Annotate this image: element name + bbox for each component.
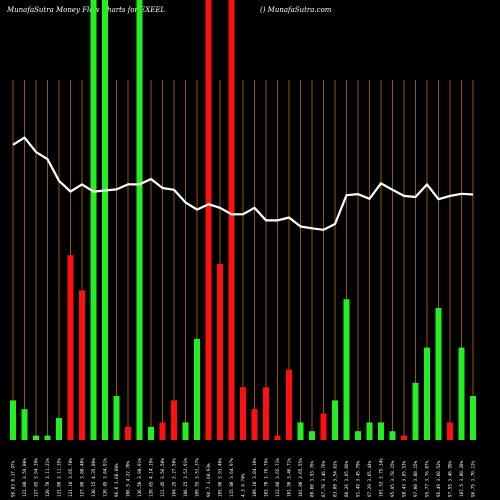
flow-bar (228, 0, 235, 440)
x-tick-label: 83.88 3.54.62% (333, 460, 339, 497)
flow-bar (412, 382, 419, 440)
x-tick-label: 109.10 3.84.10% (252, 458, 258, 497)
x-tick-label: 87.70 3.46.76% (321, 460, 327, 497)
x-tick-label: 97.00 3.88.15% (413, 460, 419, 497)
flow-bar (79, 290, 85, 440)
chart-title: MunafaSutra Money Flow Charts for EXEEL (7, 6, 166, 14)
flow-bar (309, 431, 315, 440)
x-tick-labels: 96.83 0.17.97% 121.00 3.59.00% 127.65 3.94… (11, 458, 477, 497)
x-tick-label: 95.95 3.78.15% (390, 460, 396, 497)
x-tick-label: 96.75 3.70.12% (471, 460, 477, 497)
x-tick-label: 96.7 3.68.93% (206, 463, 212, 497)
x-tick-label: 91.49 3.45.79% (356, 460, 362, 497)
x-tick-label: 101.80 3.65.55% (298, 458, 304, 497)
flow-bar (21, 409, 28, 440)
x-tick-label: 120.65 4.14.19% (149, 458, 155, 497)
bars (10, 0, 476, 440)
flow-bar (355, 431, 361, 440)
flow-bar (56, 418, 62, 440)
x-tick-label: 127.65 3.94.39% (34, 458, 40, 497)
x-tick-label: 101.50 3.46.71% (287, 458, 293, 497)
flow-bar (182, 422, 189, 440)
x-tick-label: 127.00 3.88.40% (80, 458, 86, 497)
x-tick-label: 97.29 3.65.44% (367, 460, 373, 497)
x-tick-label: 121.10 3.65.78% (68, 458, 74, 497)
flow-bar (263, 387, 269, 440)
x-tick-label: 121.00 3.11.35% (57, 458, 63, 497)
flow-bar (205, 0, 212, 440)
x-tick-label: 106.5 4.22.70% (126, 460, 132, 497)
flow-bar (320, 413, 327, 440)
flow-bar (113, 396, 120, 440)
x-tick-label: 96.49 3.60.52% (436, 460, 442, 497)
flow-bar (389, 431, 396, 440)
x-tick-label: 101.53 3.75.34% (379, 458, 385, 497)
flow-bar (217, 264, 223, 440)
flow-bar (447, 422, 453, 440)
flow-bar (159, 422, 166, 440)
flow-bar (470, 396, 476, 440)
x-tick-label: 97.55 3.46.99% (448, 460, 454, 497)
flow-bar (366, 422, 373, 440)
x-tick-label: 95.77 3.76.07% (425, 460, 431, 497)
x-tick-label: 96.83 0.17.97% (11, 460, 17, 497)
flow-bar (136, 0, 143, 440)
flow-bar (286, 369, 292, 440)
x-tick-label: 120.70 3.11.21% (45, 458, 51, 497)
flow-bar (240, 387, 246, 440)
flow-bar (10, 400, 16, 440)
price-line (12, 136, 474, 231)
flow-bar (44, 435, 51, 440)
flow-bar (401, 435, 407, 440)
flow-bar (274, 435, 281, 440)
x-tick-label: 107.5 3.80.28% (459, 460, 465, 497)
flow-bar (378, 422, 384, 440)
flow-bar (90, 0, 97, 440)
x-tick-label: 109.55 3.51.37% (195, 458, 201, 497)
flow-bar (33, 435, 39, 440)
flow-bar (171, 400, 177, 440)
flow-bar (67, 255, 74, 440)
x-tick-label: 96.6 3.68.60% (114, 463, 120, 497)
x-tick-label: 98.43 3.65.53% (402, 460, 408, 497)
x-tick-label: 136.50 3.98.91% (137, 458, 143, 497)
flow-bar (332, 400, 338, 440)
flow-bar (297, 422, 304, 440)
flow-bar (435, 308, 442, 440)
flow-bar (251, 409, 258, 440)
flow-bar (194, 338, 200, 440)
x-tick-label: 130.15 4.35.80% (91, 458, 97, 497)
x-tick-label: 111.45 3.56.50% (160, 458, 166, 497)
x-tick-label: 100.15 3.52.91% (183, 458, 189, 497)
flow-bar (148, 426, 154, 440)
x-tick-label: 104.25 3.27.50% (172, 458, 178, 497)
flow-bar (343, 299, 350, 440)
x-tick-label: 120.45 3.84.91% (103, 458, 109, 497)
flow-bar (102, 0, 108, 440)
flow-bar (125, 426, 131, 440)
x-tick-label: 115.80 3.64.97% (229, 458, 235, 497)
x-tick-label: 80.26 3.65.66% (344, 460, 350, 497)
x-tick-label: 105.90 3.93.40% (218, 458, 224, 497)
x-tick-label: 121.00 3.59.00% (22, 458, 28, 497)
x-tick-label: 103.70 3.76.76% (264, 458, 270, 497)
x-tick-label: 80.00 3.93.76% (310, 460, 316, 497)
x-tick-label: 112.08 3.65.71% (275, 458, 281, 497)
flow-bar (424, 347, 430, 440)
site-credit: () MunafaSutra.com (260, 6, 332, 14)
flow-bar (458, 347, 465, 440)
x-tick-label: 4.3 6.74% (241, 473, 247, 497)
